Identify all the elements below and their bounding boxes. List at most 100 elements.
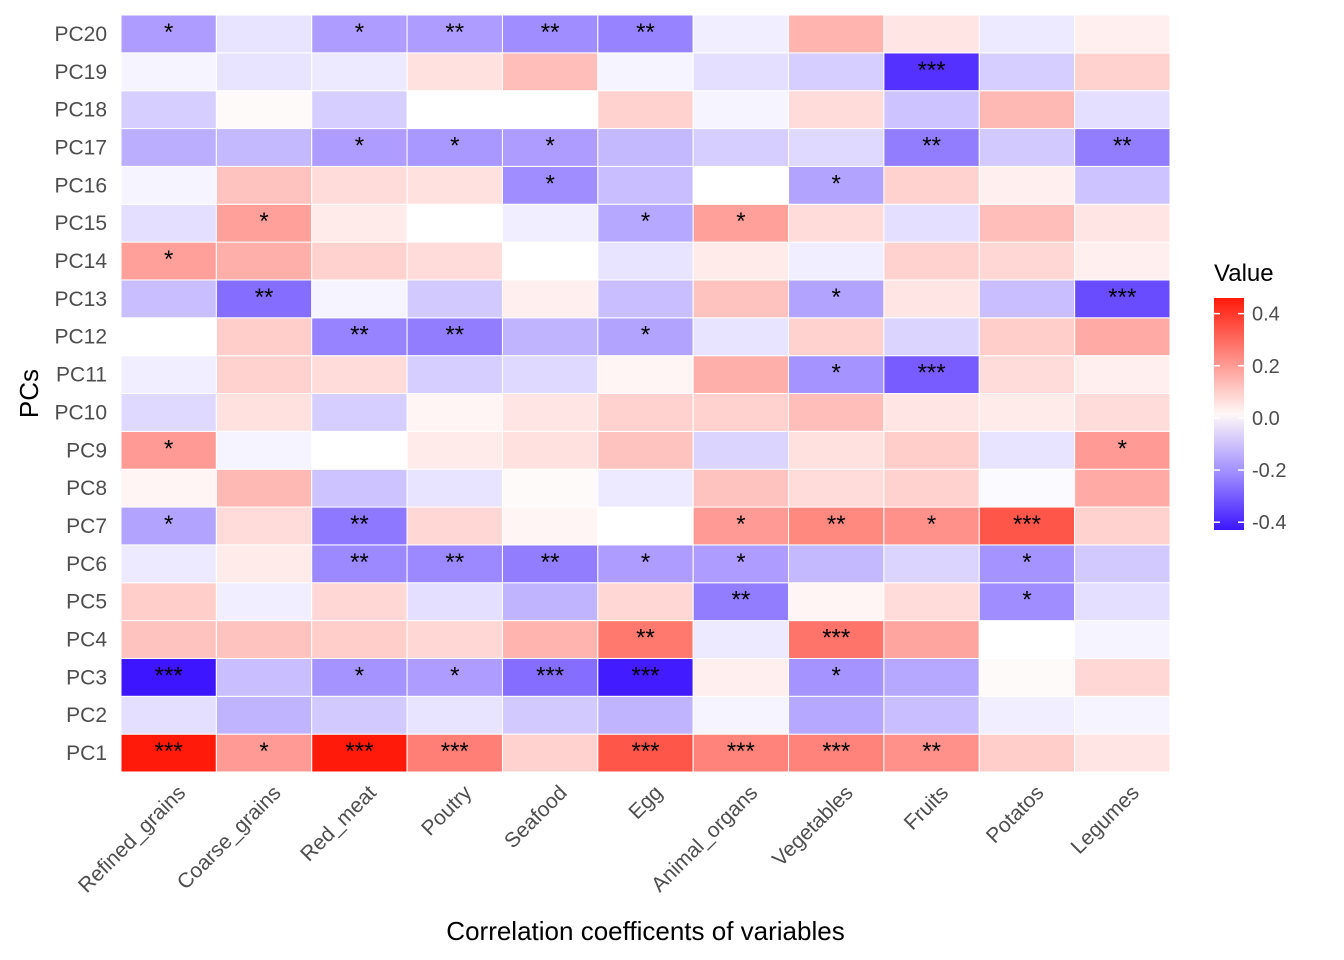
- heatmap-cell: [883, 279, 980, 319]
- heatmap-cell: [597, 90, 694, 130]
- heatmap-cell: [597, 355, 694, 394]
- color-legend: Value 0.4 0.2 0.0 -0.2 -0.4: [1214, 260, 1286, 534]
- heatmap-cell: [692, 582, 790, 622]
- heatmap-cell: [788, 544, 885, 584]
- significance-stars: **: [541, 549, 560, 576]
- heatmap-cell: [978, 620, 1076, 659]
- heatmap-cell: [311, 430, 408, 470]
- x-tick-label: Coarse_grains: [173, 781, 286, 894]
- heatmap-cell: [692, 165, 790, 205]
- heatmap-cell: [692, 657, 790, 697]
- heatmap-cell: [883, 317, 980, 357]
- significance-stars: **: [445, 549, 464, 576]
- heatmap-cell: [215, 52, 313, 92]
- heatmap-cell: [215, 582, 313, 622]
- legend-tick-label: 0.0: [1252, 408, 1280, 430]
- heatmap-cell: [883, 506, 980, 546]
- heatmap-cell: [120, 393, 217, 432]
- heatmap-cell: [311, 582, 408, 622]
- significance-stars: ***: [1013, 511, 1041, 538]
- heatmap-cell: [215, 430, 313, 470]
- significance-stars: *: [355, 662, 364, 689]
- significance-stars: *: [736, 511, 745, 538]
- heatmap-cell: [788, 393, 885, 432]
- heatmap-cell: [215, 544, 313, 584]
- y-tick-label: PC5: [66, 591, 107, 614]
- significance-stars: *: [355, 132, 364, 159]
- heatmap-cell: [406, 165, 503, 205]
- heatmap-cell: [883, 430, 980, 470]
- heatmap-cell: [406, 279, 503, 319]
- heatmap-cell: [311, 468, 408, 508]
- heatmap-cell: [883, 165, 980, 205]
- heatmap-cell: [406, 468, 503, 508]
- y-tick-label: PC9: [66, 439, 107, 462]
- heatmap-cell: [406, 317, 503, 357]
- significance-stars: ***: [822, 625, 850, 652]
- significance-stars: **: [636, 19, 655, 46]
- significance-stars: ***: [822, 738, 850, 765]
- significance-stars: *: [164, 435, 173, 462]
- heatmap-cell: [978, 90, 1076, 130]
- x-tick-label: Seafood: [500, 781, 572, 853]
- heatmap-cell: [978, 14, 1076, 54]
- heatmap-cell: [406, 506, 503, 546]
- heatmap-cell: [120, 620, 217, 659]
- y-tick-label: PC13: [54, 288, 107, 311]
- significance-stars: *: [641, 208, 650, 235]
- heatmap-cell: [1074, 506, 1171, 546]
- heatmap-cell: [501, 52, 599, 92]
- heatmap-cell: [406, 430, 503, 470]
- heatmap-cell: [120, 90, 217, 130]
- heatmap-cell: [501, 393, 599, 432]
- y-tick-label: PC10: [54, 401, 107, 424]
- heatmap-cell: [692, 620, 790, 659]
- y-tick-label: PC11: [56, 364, 107, 387]
- heatmap-cell: [120, 733, 217, 773]
- heatmap-cell: [788, 14, 885, 54]
- heatmap-cell: [1074, 657, 1171, 697]
- y-tick-label: PC12: [54, 326, 107, 349]
- legend-ticks: 0.4 0.2 0.0 -0.2 -0.4: [1214, 304, 1286, 534]
- heatmap-cell: [311, 317, 408, 357]
- heatmap-cell: [978, 355, 1076, 394]
- heatmap-cell: [883, 14, 980, 54]
- significance-stars: *: [259, 208, 268, 235]
- significance-stars: *: [450, 132, 459, 159]
- significance-stars: ***: [155, 738, 183, 765]
- heatmap-cell: [597, 128, 694, 167]
- y-tick-label: PC2: [66, 704, 107, 727]
- heatmap-cell: [597, 52, 694, 92]
- heatmap-cell: [1074, 165, 1171, 205]
- heatmap-cell: [215, 165, 313, 205]
- heatmap-cell: [406, 393, 503, 432]
- heatmap-cell: [597, 279, 694, 319]
- heatmap-cell: [311, 128, 408, 167]
- significance-stars: *: [927, 511, 936, 538]
- heatmap-cell: [1074, 430, 1171, 470]
- heatmap-cell: [215, 279, 313, 319]
- plot-panel: *** * *** *** *** *** *** ***** * * *** *** *** *****…: [120, 14, 1171, 773]
- heatmap-cell: [788, 620, 885, 659]
- y-tick-label: PC14: [54, 250, 107, 273]
- heatmap-cell: [501, 620, 599, 659]
- heatmap-cell: [597, 506, 694, 546]
- heatmap-cell: [692, 468, 790, 508]
- heatmap-cell: [883, 468, 980, 508]
- heatmap-cell: [311, 90, 408, 130]
- heatmap-cell: [978, 203, 1076, 243]
- heatmap-cell: [120, 14, 217, 54]
- y-tick-label: PC1: [66, 742, 107, 765]
- heatmap-cell: [597, 733, 694, 773]
- heatmap-cell: [692, 695, 790, 735]
- heatmap-cell: [215, 317, 313, 357]
- heatmap-cell: [406, 52, 503, 92]
- heatmap-cell: [501, 733, 599, 773]
- heatmap-cell: [406, 620, 503, 659]
- heatmap-cell: [978, 241, 1076, 281]
- heatmap-cell: [978, 165, 1076, 205]
- heatmap-cell: [1074, 620, 1171, 659]
- x-tick-label: Refined_grains: [74, 781, 190, 897]
